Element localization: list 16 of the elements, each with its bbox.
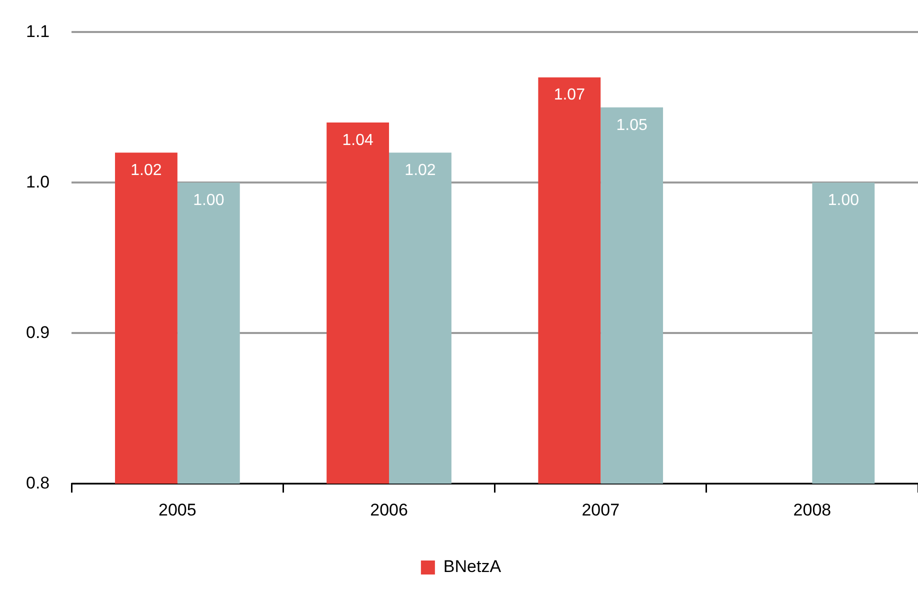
data-label: 1.02	[404, 162, 436, 179]
x-tick-label: 2006	[370, 500, 408, 520]
y-tick-label: 0.8	[26, 473, 50, 492]
data-label: 1.02	[130, 162, 162, 179]
x-tick-label: 2005	[158, 500, 196, 520]
data-label: 1.00	[193, 192, 224, 210]
y-tick-label: 0.9	[26, 322, 50, 342]
data-label: 1.07	[554, 86, 586, 104]
data-label: 1.00	[828, 192, 860, 210]
data-label: 1.04	[342, 132, 374, 149]
y-tick-label: 1.1	[26, 22, 50, 41]
legend-label: BNetzA	[443, 557, 502, 576]
x-tick-label: 2007	[582, 500, 620, 520]
x-tick-label: 2008	[793, 500, 832, 520]
data-label: 1.05	[616, 116, 648, 134]
y-tick-label: 1.0	[26, 172, 50, 192]
